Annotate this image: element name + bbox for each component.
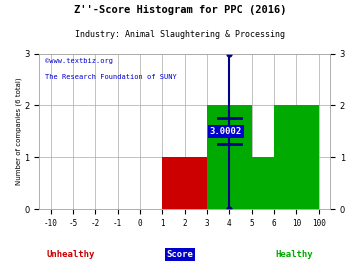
Text: Industry: Animal Slaughtering & Processing: Industry: Animal Slaughtering & Processi… <box>75 30 285 39</box>
Bar <box>162 157 207 209</box>
Text: Unhealthy: Unhealthy <box>47 250 95 259</box>
Bar <box>252 157 274 209</box>
Text: Healthy: Healthy <box>275 250 313 259</box>
Bar <box>207 106 252 209</box>
Bar <box>274 106 319 209</box>
Text: The Research Foundation of SUNY: The Research Foundation of SUNY <box>45 74 177 80</box>
Y-axis label: Number of companies (6 total): Number of companies (6 total) <box>15 78 22 185</box>
Text: Score: Score <box>167 250 193 259</box>
Text: Z''-Score Histogram for PPC (2016): Z''-Score Histogram for PPC (2016) <box>74 5 286 15</box>
Text: ©www.textbiz.org: ©www.textbiz.org <box>45 58 113 64</box>
Text: 3.0002: 3.0002 <box>210 127 242 136</box>
